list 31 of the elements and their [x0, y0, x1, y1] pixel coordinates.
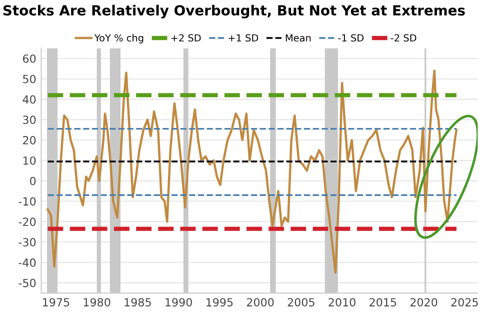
y-tick-label: -10 [18, 197, 36, 206]
legend-label: YoY % chg [94, 34, 144, 44]
y-tick-label: -50 [18, 278, 36, 288]
legend-label: -1 SD [338, 34, 364, 42]
y-tick-label: 30 [23, 116, 36, 124]
y-tick-label: -40 [18, 258, 36, 267]
x-tick-label: 1985 [124, 298, 151, 306]
x-tick-label: 2015 [370, 298, 396, 306]
x-tick-label: 1990 [166, 298, 192, 306]
y-tick-label: 20 [23, 136, 36, 144]
x-tick-label: 2025 [451, 298, 478, 306]
x-tick-label: 1995 [206, 298, 233, 306]
legend-label: +1 SD [228, 34, 258, 42]
y-tick-label: 40 [22, 95, 36, 104]
x-tick-label: 1980 [84, 298, 110, 306]
y-tick-label: -30 [18, 238, 36, 246]
x-tick-label: 2000 [246, 298, 274, 306]
y-tick-label: -20 [18, 218, 36, 226]
line-series [46, 70, 458, 274]
legend-label: +2 SD [171, 34, 201, 42]
x-tick-label: 2020 [410, 298, 438, 306]
legend-label: Mean [286, 34, 311, 42]
x-tick-label: 2005 [288, 298, 314, 306]
x-tick-label: 2010 [328, 298, 356, 306]
y-tick-label: 60 [23, 54, 36, 63]
legend-label: -2 SD [390, 34, 416, 42]
y-tick-label: 50 [23, 74, 36, 84]
chart-title: Stocks Are Relatively Overbought, But Not Yet at Extremes [3, 4, 465, 18]
y-tick-label: 10 [23, 156, 36, 165]
x-tick-label: 1975 [43, 298, 70, 306]
y-tick-label: 0 [30, 176, 36, 186]
